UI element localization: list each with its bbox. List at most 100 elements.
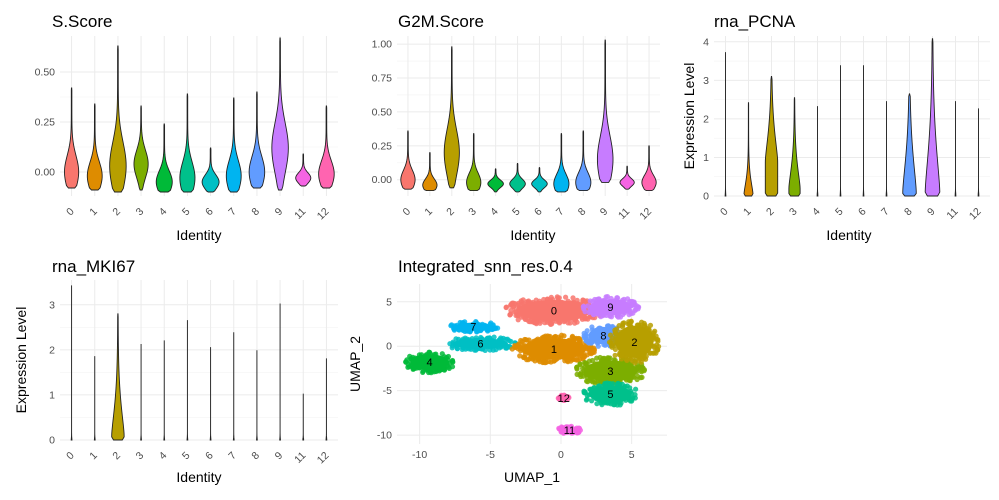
y-tick-label: 0 (703, 191, 709, 203)
chart-title: G2M.Score (398, 12, 484, 31)
umap-point-cluster-0 (533, 320, 539, 326)
violin-11 (295, 153, 312, 187)
umap-point-cluster-3 (634, 376, 640, 383)
x-tick-label: 9 (598, 206, 611, 219)
umap-point-cluster-2 (609, 335, 615, 341)
umap-point-cluster-5 (607, 381, 613, 387)
x-tick-label: 8 (249, 450, 262, 463)
violin-6 (209, 347, 212, 441)
y-tick-label: 3 (703, 75, 709, 87)
violin-0 (70, 285, 73, 441)
umap-cluster-core-7 (454, 322, 493, 331)
cluster-label-6: 6 (477, 339, 483, 351)
x-tick-label: 6 (532, 206, 545, 219)
violin-5 (509, 163, 526, 193)
umap-point-cluster-1 (517, 353, 523, 359)
cluster-label-5: 5 (607, 389, 613, 401)
umap-point-cluster-6 (449, 345, 455, 351)
y-tick-label: 0.50 (372, 106, 393, 118)
umap-cluster-core-1 (522, 338, 586, 360)
x-tick-label: 0 (64, 206, 77, 219)
umap-point-cluster-6 (491, 334, 497, 340)
umap-point-cluster-2 (632, 360, 638, 366)
umap-point-cluster-2 (647, 322, 654, 328)
umap-point-cluster-2 (614, 326, 620, 332)
umap-point-cluster-0 (567, 320, 573, 326)
violin-9 (271, 37, 289, 191)
umap-point-cluster-1 (515, 346, 521, 352)
x-tick-label: 0 (400, 206, 413, 219)
umap-point-cluster-3 (641, 367, 648, 373)
umap-point-cluster-6 (498, 335, 504, 341)
umap-point-cluster-0 (537, 320, 543, 326)
umap-point-cluster-0 (574, 297, 580, 303)
violin-1 (743, 102, 754, 197)
umap-point-cluster-9 (581, 306, 587, 312)
umap-point-cluster-2 (628, 318, 634, 324)
umap-point-cluster-2 (619, 324, 626, 330)
umap-point-cluster-3 (583, 361, 589, 367)
umap-point-cluster-0 (507, 312, 513, 318)
umap-point-cluster-2 (618, 356, 625, 362)
cluster-label-2: 2 (631, 337, 637, 349)
panel-s-score: 0.000.250.500 1 2 3 4 5 6 7 8 9 11 12S.ScoreIdentit… (35, 12, 338, 243)
umap-point-cluster-5 (589, 398, 595, 404)
x-tick-label: 3 (466, 206, 479, 219)
y-tick-label: 4 (703, 36, 709, 48)
umap-point-cluster-5 (629, 398, 635, 404)
violin-1 (86, 103, 103, 191)
violin-2 (764, 76, 779, 197)
y-tick-label: 0.00 (35, 167, 56, 179)
umap-cluster-core-2 (615, 325, 654, 358)
x-tick-label: 3 (787, 206, 800, 219)
umap-point-cluster-3 (585, 379, 591, 385)
violin-6 (862, 65, 865, 197)
x-tick-label: 9 (273, 206, 286, 219)
chart-title: rna_PCNA (714, 12, 796, 31)
umap-point-cluster-3 (578, 373, 584, 380)
violin-7 (553, 133, 570, 193)
umap-cluster-core-6 (452, 338, 508, 349)
x-tick-label: 5 (833, 206, 846, 219)
umap-cluster-core-5 (589, 385, 632, 403)
umap-point-cluster-4 (449, 364, 456, 370)
umap-point-cluster-3 (574, 364, 580, 370)
violin-1 (422, 152, 438, 192)
x-tick-label: 3 (134, 206, 147, 219)
umap-point-cluster-1 (548, 359, 554, 365)
x-tick-label: 4 (157, 206, 170, 219)
x-tick-label: 8 (902, 206, 915, 219)
x-tick-label: 2 (764, 206, 777, 219)
umap-point-cluster-0 (563, 294, 569, 300)
umap-point-cluster-5 (582, 390, 589, 396)
umap-point-cluster-8 (581, 330, 587, 336)
umap-point-cluster-1 (584, 345, 590, 351)
umap-point-cluster-4 (449, 358, 456, 364)
violin-4 (816, 106, 819, 197)
x-tick-label: 2 (110, 450, 123, 463)
violin-4 (487, 168, 504, 193)
umap-cluster-core-12 (559, 395, 569, 400)
x-tick-label: 7 (226, 206, 239, 219)
x-tick-label: -5 (486, 449, 495, 461)
umap-point-cluster-3 (636, 364, 642, 370)
y-tick-label: 0.25 (372, 140, 393, 152)
cluster-label-9: 9 (607, 302, 613, 314)
umap-point-cluster-2 (612, 352, 618, 358)
x-tick-label: 6 (203, 206, 216, 219)
violin-3 (788, 97, 801, 197)
violin-5 (186, 320, 189, 441)
y-tick-label: 1 (703, 152, 709, 164)
umap-point-cluster-9 (585, 303, 591, 309)
y-tick-label: 0.75 (372, 73, 393, 85)
violin-11 (302, 393, 305, 441)
violin-3 (140, 344, 142, 441)
umap-points (403, 294, 662, 436)
panel-g2m-score: 0.000.250.500.751.000 1 2 3 4 5 6 7 8 9 11 12G2M.Sc… (372, 12, 660, 243)
cluster-label-7: 7 (470, 322, 476, 334)
chart-title: S.Score (52, 12, 112, 31)
violin-2 (109, 45, 127, 193)
y-tick-label: 0.00 (372, 174, 393, 186)
